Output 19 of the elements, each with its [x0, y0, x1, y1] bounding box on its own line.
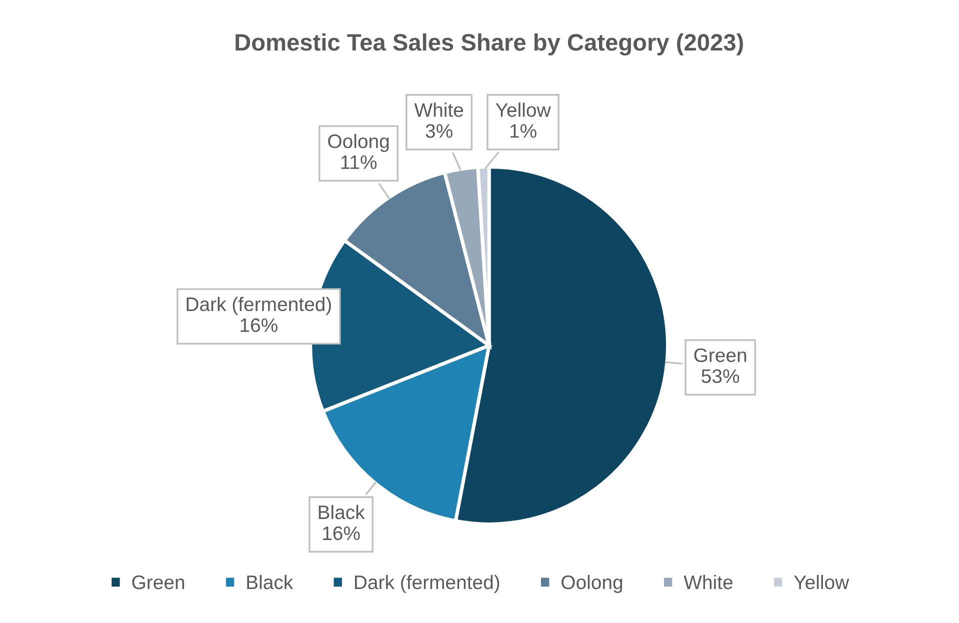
legend-label: Oolong: [562, 574, 622, 594]
legend-label: Green: [132, 575, 184, 590]
slice-label: Green: [694, 348, 746, 362]
slice-label: Yellow: [496, 102, 551, 117]
data-label: 11%: [341, 155, 377, 170]
data-label: 3%: [426, 124, 452, 138]
legend-label: Dark (fermented): [355, 574, 500, 594]
slice-label: Oolong: [328, 134, 389, 152]
chart-title: Domestic Tea Sales Share by Category (2023): [236, 33, 743, 56]
data-label: 16%: [323, 526, 360, 540]
data-label: 1%: [510, 124, 536, 138]
slice-label: White: [414, 102, 464, 117]
data-label: 53%: [702, 369, 740, 384]
slice-label: Black: [318, 504, 365, 520]
data-label: 16%: [240, 318, 278, 332]
slice-label: Dark (fermented): [186, 296, 331, 315]
legend-label: Black: [247, 574, 294, 590]
legend-label: Yellow: [794, 574, 850, 590]
legend-label: White: [684, 574, 732, 590]
